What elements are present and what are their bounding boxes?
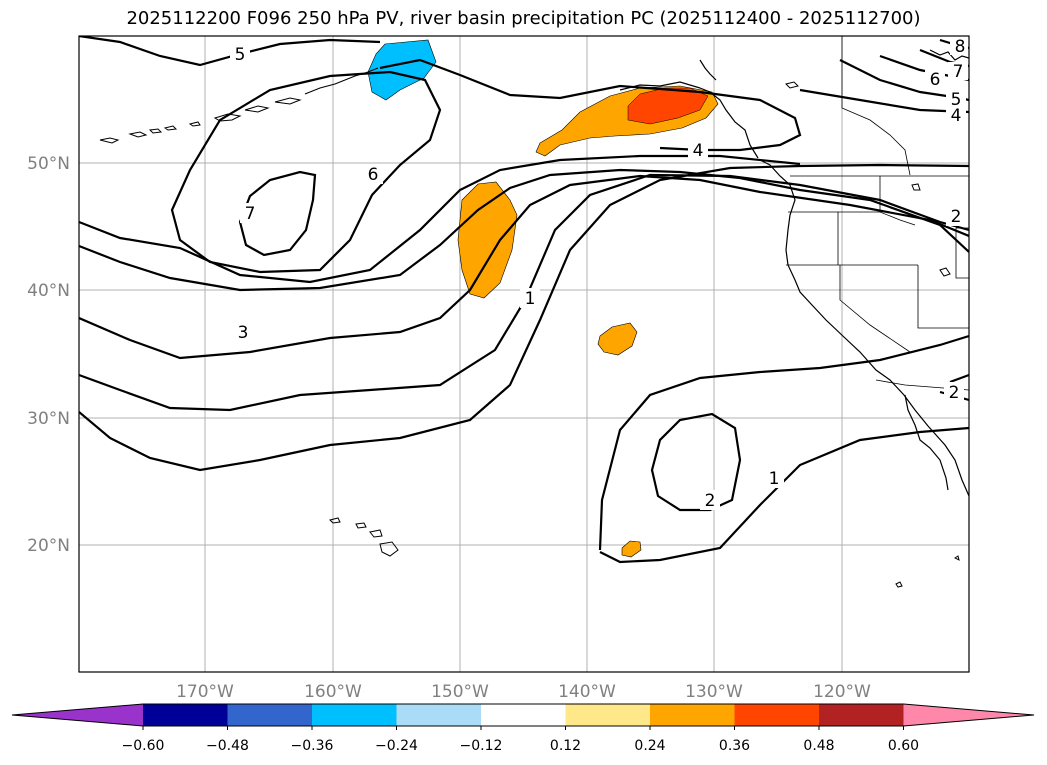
colorbar-swatch <box>312 704 397 726</box>
gridlines <box>79 36 969 672</box>
colorbar-swatch <box>481 704 566 726</box>
colorbar-swatch <box>396 704 481 726</box>
contour-5-top <box>79 36 381 67</box>
colorbar-tick-label: −0.60 <box>122 738 165 754</box>
colorbar-swatch <box>565 704 650 726</box>
contour-2-ring <box>650 412 742 512</box>
map-frame <box>78 35 970 673</box>
contour-4 <box>79 168 969 292</box>
contour-label: 1 <box>525 289 536 309</box>
contour-label-group: 5 7 6 3 1 4 2 1 2 2 6 5 4 7 <box>230 37 968 511</box>
contour-label: 5 <box>951 90 962 110</box>
map-title: 2025112200 F096 250 hPa PV, river basin … <box>126 8 921 29</box>
contour-label: 1 <box>769 469 780 489</box>
colorbar-tick-label: −0.36 <box>291 738 334 754</box>
lat-label: 40°N <box>27 281 70 301</box>
contour-1-south <box>598 334 969 551</box>
contour-6-ring <box>170 70 442 274</box>
contour-label: 7 <box>245 204 256 224</box>
lon-label: 140°W <box>558 682 616 702</box>
colorbar-extend-low <box>12 704 143 726</box>
colorbar-tick-label: 0.24 <box>634 738 665 754</box>
contour-4-gulf <box>379 58 802 152</box>
precip-blue-area <box>367 39 437 101</box>
colorbar-extend-high <box>903 704 1034 726</box>
lon-label: 130°W <box>685 682 743 702</box>
lat-label: 30°N <box>27 409 70 429</box>
colorbar-swatch <box>227 704 312 726</box>
colorbar-tick-label: −0.48 <box>206 738 249 754</box>
contour-label: 7 <box>953 62 964 82</box>
contour-5 <box>79 154 801 284</box>
lon-label: 170°W <box>176 682 234 702</box>
contour-label: 4 <box>951 106 962 126</box>
contour-1 <box>79 163 969 472</box>
colorbar-swatch <box>143 704 228 726</box>
colorbar-tick-label: 0.60 <box>888 738 919 754</box>
lat-label: 50°N <box>27 154 70 174</box>
contour-label: 4 <box>693 141 704 161</box>
colorbar: −0.60 −0.48 −0.36 −0.24 −0.12 0.12 0.24 0.36 0.4… <box>11 703 1035 754</box>
contour-label: 3 <box>238 323 249 343</box>
contour-1-south-lower <box>599 426 969 564</box>
precip-orange-area-small <box>597 322 638 356</box>
colorbar-tick-label: 0.36 <box>719 738 750 754</box>
contour-label: 2 <box>949 383 960 403</box>
precip-red-area-gulf <box>627 87 709 125</box>
contour-7-ring <box>238 170 317 257</box>
lon-label: 150°W <box>431 682 489 702</box>
political-borders <box>786 36 969 391</box>
longitude-labels: 170°W 160°W 150°W 140°W 130°W 120°W <box>176 682 871 702</box>
contour-label: 6 <box>930 70 941 90</box>
contour-label: 6 <box>368 165 379 185</box>
lon-label: 160°W <box>304 682 362 702</box>
colorbar-tick-label: 0.12 <box>550 738 581 754</box>
latitude-labels: 50°N 40°N 30°N 20°N <box>27 154 70 556</box>
contour-label: 2 <box>951 207 962 227</box>
contour-4-ne <box>799 88 969 114</box>
contour-2-east-b <box>949 373 969 384</box>
contour-3 <box>79 174 969 360</box>
colorbar-tick-label: −0.24 <box>375 738 418 754</box>
colorbar-swatch <box>819 704 904 726</box>
colorbar-tick-label: −0.12 <box>460 738 503 754</box>
islands <box>99 67 960 588</box>
contour-label: 5 <box>235 45 246 65</box>
colorbar-swatch <box>650 704 735 726</box>
lon-label: 120°W <box>813 682 871 702</box>
lat-label: 20°N <box>27 536 70 556</box>
colorbar-swatch <box>734 704 819 726</box>
contour-label: 8 <box>955 37 966 57</box>
colorbar-tick-label: 0.48 <box>803 738 834 754</box>
precip-orange-area-south <box>621 540 642 558</box>
precip-orange-area-central <box>457 181 518 299</box>
contour-label: 2 <box>705 491 716 511</box>
